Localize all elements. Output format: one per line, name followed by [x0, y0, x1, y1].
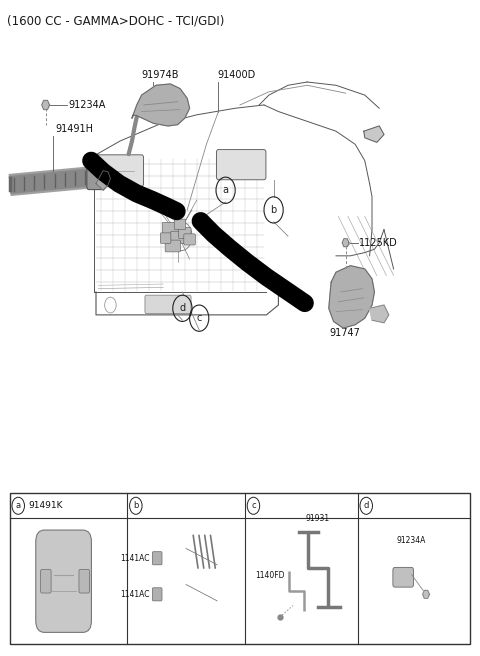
- Text: d: d: [180, 303, 185, 314]
- FancyBboxPatch shape: [393, 567, 414, 587]
- FancyBboxPatch shape: [145, 295, 191, 314]
- Text: 91931: 91931: [306, 514, 330, 523]
- Text: 1141AC: 1141AC: [120, 554, 150, 563]
- FancyBboxPatch shape: [87, 166, 105, 190]
- Text: 91491H: 91491H: [55, 125, 93, 134]
- FancyBboxPatch shape: [184, 234, 195, 245]
- FancyBboxPatch shape: [162, 222, 179, 237]
- Text: 91400D: 91400D: [217, 70, 256, 80]
- FancyBboxPatch shape: [92, 155, 144, 186]
- FancyBboxPatch shape: [79, 569, 89, 593]
- FancyBboxPatch shape: [40, 569, 51, 593]
- Text: 91491K: 91491K: [29, 501, 63, 510]
- Text: c: c: [196, 313, 202, 323]
- Text: a: a: [223, 185, 228, 195]
- Text: 91234A: 91234A: [397, 536, 426, 545]
- Text: 91234A: 91234A: [69, 100, 106, 110]
- FancyBboxPatch shape: [153, 588, 162, 601]
- Polygon shape: [423, 590, 429, 598]
- Polygon shape: [342, 239, 349, 247]
- Text: 1140FD: 1140FD: [255, 571, 285, 581]
- Text: 91974B: 91974B: [142, 70, 179, 80]
- Text: 1125KD: 1125KD: [359, 237, 398, 248]
- Polygon shape: [42, 100, 49, 110]
- Text: 91747: 91747: [329, 328, 360, 338]
- Polygon shape: [132, 84, 190, 126]
- Text: b: b: [133, 501, 139, 510]
- Text: c: c: [251, 501, 256, 510]
- FancyBboxPatch shape: [165, 240, 180, 252]
- Text: (1600 CC - GAMMA>DOHC - TCI/GDI): (1600 CC - GAMMA>DOHC - TCI/GDI): [7, 14, 225, 28]
- FancyBboxPatch shape: [179, 227, 191, 238]
- Polygon shape: [96, 171, 110, 190]
- Text: a: a: [16, 501, 21, 510]
- FancyBboxPatch shape: [171, 231, 184, 243]
- FancyBboxPatch shape: [160, 233, 171, 243]
- Text: d: d: [363, 501, 369, 510]
- Polygon shape: [329, 266, 374, 328]
- FancyBboxPatch shape: [36, 530, 91, 632]
- Text: 1141AC: 1141AC: [120, 590, 150, 599]
- Polygon shape: [370, 305, 389, 323]
- FancyBboxPatch shape: [153, 552, 162, 565]
- FancyBboxPatch shape: [216, 150, 266, 180]
- Polygon shape: [364, 126, 384, 142]
- Text: b: b: [270, 205, 277, 215]
- FancyBboxPatch shape: [174, 219, 186, 230]
